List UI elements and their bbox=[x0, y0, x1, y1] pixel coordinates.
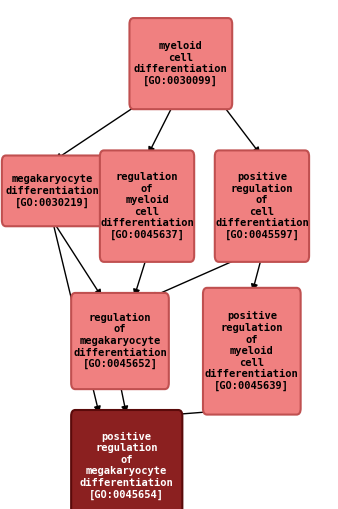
Text: positive
regulation
of
myeloid
cell
differentiation
[GO:0045639]: positive regulation of myeloid cell diff… bbox=[205, 311, 299, 391]
FancyBboxPatch shape bbox=[71, 410, 183, 509]
FancyBboxPatch shape bbox=[129, 18, 232, 109]
Text: positive
regulation
of
megakaryocyte
differentiation
[GO:0045654]: positive regulation of megakaryocyte dif… bbox=[80, 432, 174, 500]
FancyBboxPatch shape bbox=[71, 293, 169, 389]
Text: regulation
of
myeloid
cell
differentiation
[GO:0045637]: regulation of myeloid cell differentiati… bbox=[100, 172, 194, 240]
FancyBboxPatch shape bbox=[2, 156, 103, 226]
FancyBboxPatch shape bbox=[100, 151, 194, 262]
Text: positive
regulation
of
cell
differentiation
[GO:0045597]: positive regulation of cell differentiat… bbox=[215, 172, 309, 240]
Text: megakaryocyte
differentiation
[GO:0030219]: megakaryocyte differentiation [GO:003021… bbox=[5, 174, 99, 208]
Text: myeloid
cell
differentiation
[GO:0030099]: myeloid cell differentiation [GO:0030099… bbox=[134, 41, 228, 86]
Text: regulation
of
megakaryocyte
differentiation
[GO:0045652]: regulation of megakaryocyte differentiat… bbox=[73, 313, 167, 370]
FancyBboxPatch shape bbox=[215, 151, 309, 262]
FancyBboxPatch shape bbox=[203, 288, 301, 414]
